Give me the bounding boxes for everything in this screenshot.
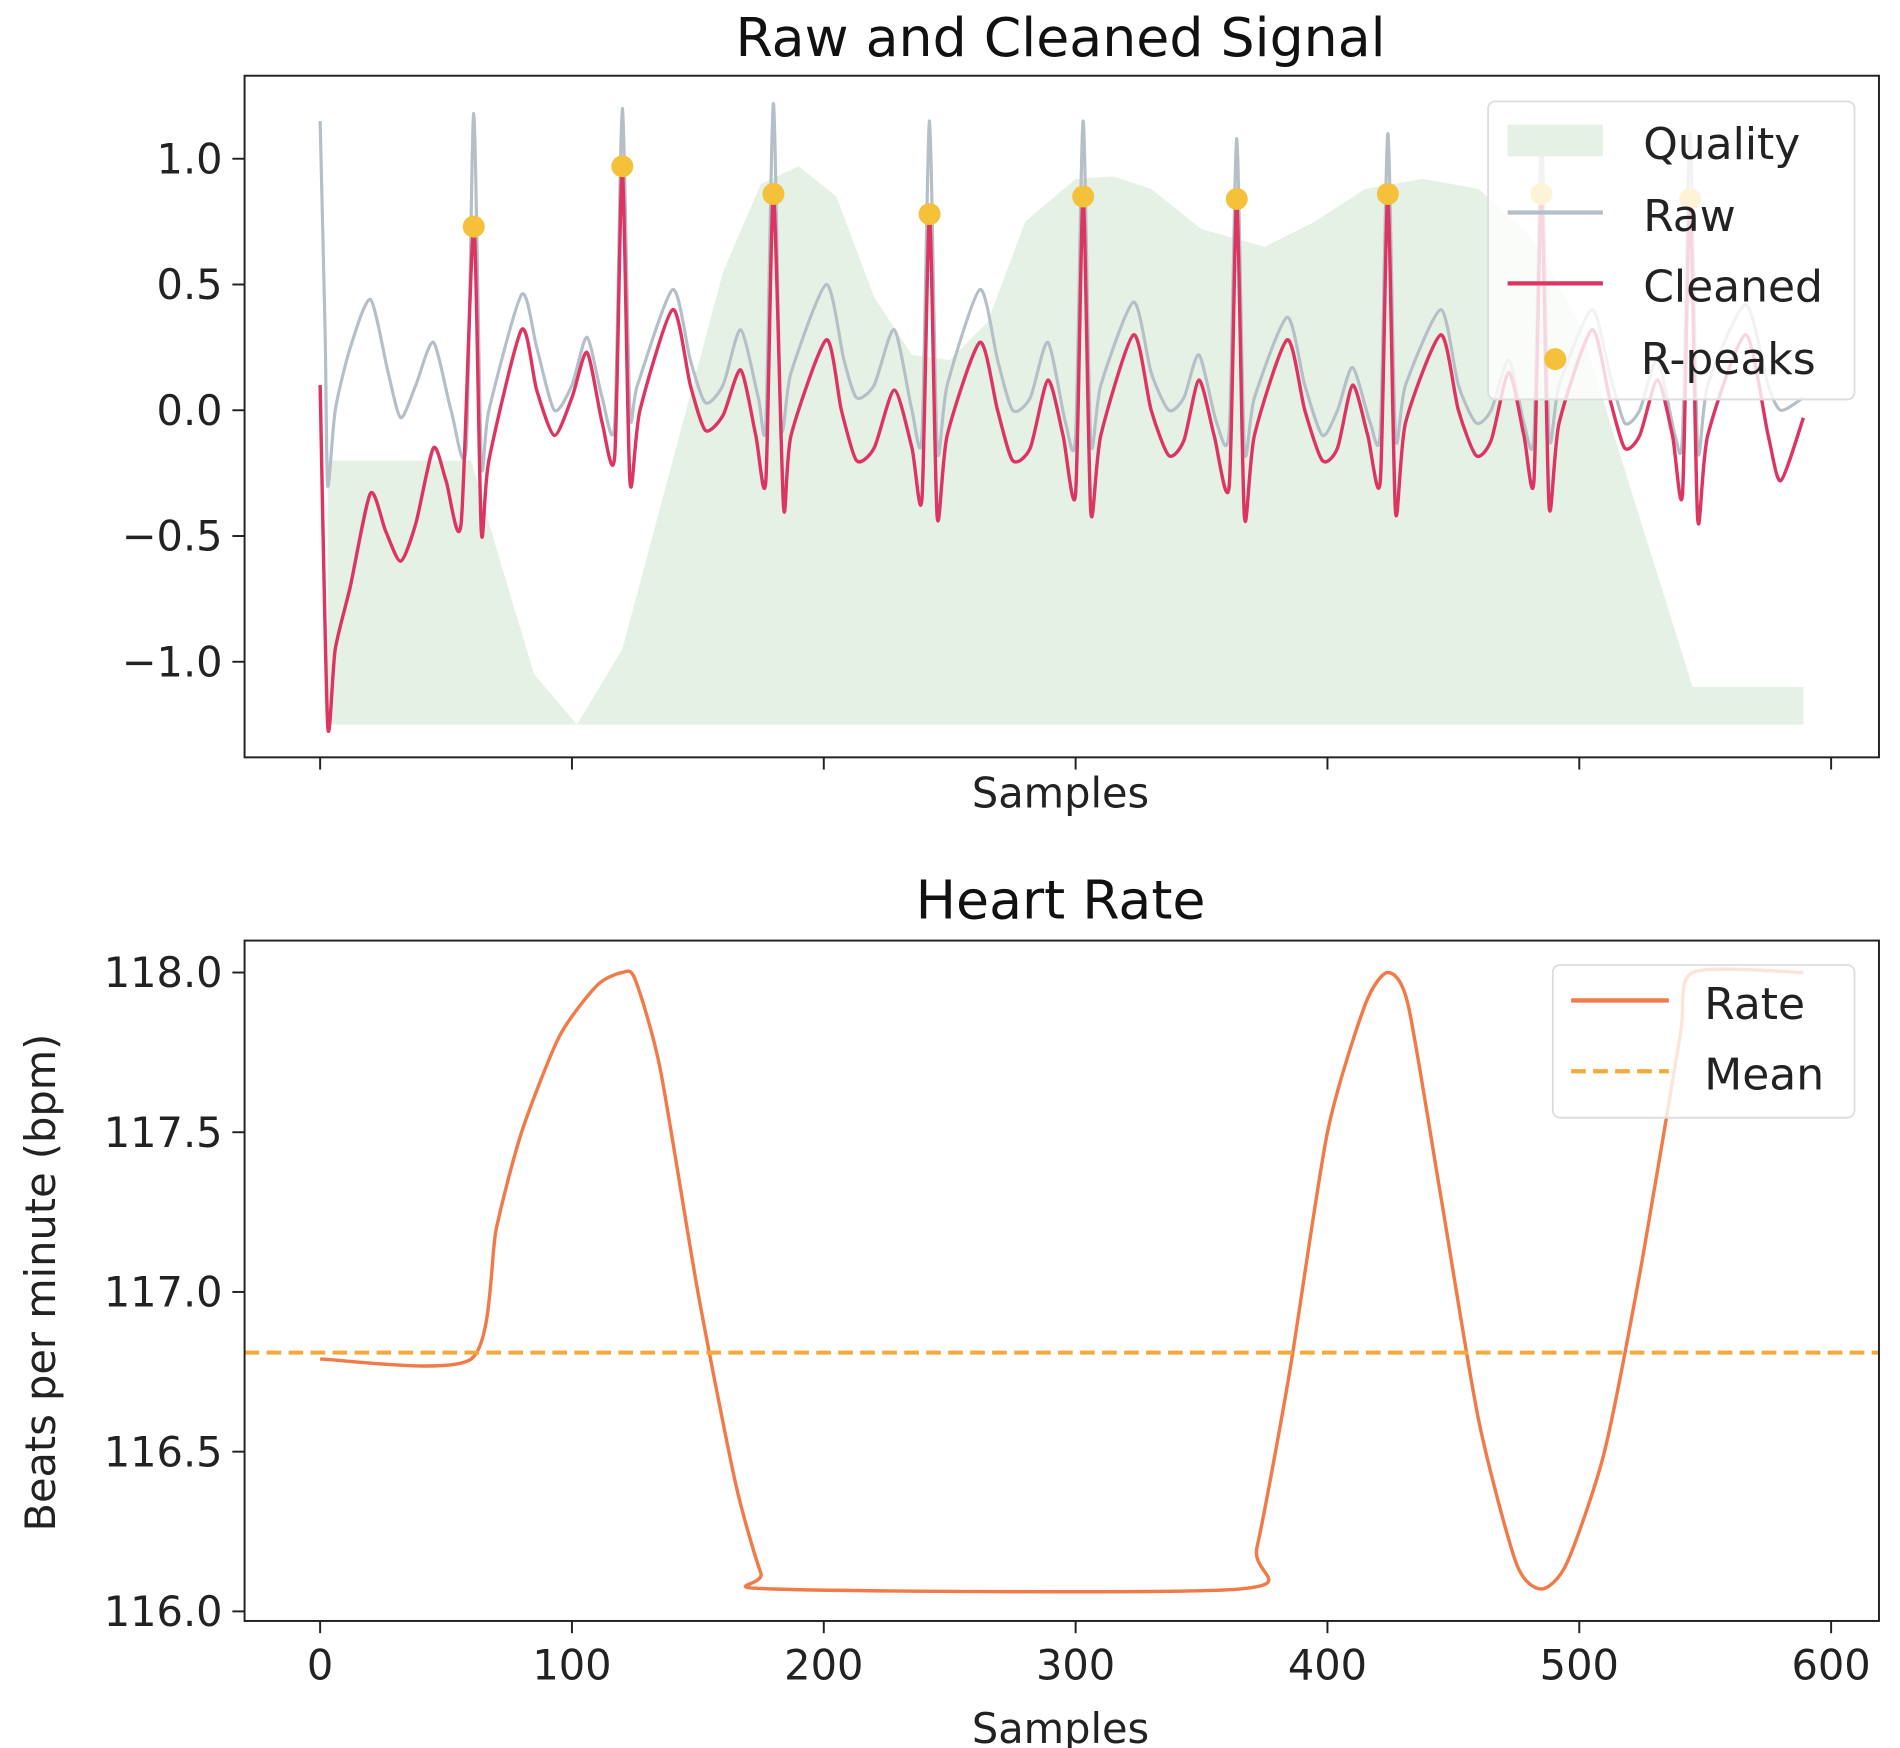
r-peak-marker (1376, 182, 1399, 205)
heart-rate-plot-area (244, 967, 1879, 1594)
heart-rate-y-label: Beats per minute (bpm) (16, 1034, 65, 1532)
heart-rate-axes-frame (243, 939, 1880, 1622)
heart-rate-y-tick-label: 117.0 (104, 1268, 223, 1317)
heart-rate-x-label: Samples (972, 1704, 1149, 1748)
heart-rate-y-tick-label: 116.0 (104, 1587, 223, 1636)
r-peak-marker (1225, 187, 1248, 210)
heart-rate-y-tick-label: 117.5 (104, 1108, 223, 1157)
heart-rate-x-tick-label: 600 (1791, 1641, 1870, 1690)
signal-axes: 1.0 0.5 0.0 −0.5 −1.0 (122, 134, 1833, 770)
heart-rate-y-tick-label: 118.0 (104, 948, 223, 997)
r-peak-marker (462, 215, 485, 238)
legend-label-raw: Raw (1643, 191, 1736, 242)
signal-y-tick-label: −0.5 (122, 512, 223, 561)
legend-label-rate: Rate (1704, 979, 1805, 1030)
heart-rate-axes: 0 100 200 300 400 500 600 118.0 117.5 117.0 116.5 1… (104, 948, 1871, 1689)
heart-rate-y-tick-label: 116.5 (104, 1427, 223, 1476)
signal-x-label: Samples (972, 768, 1149, 817)
legend-swatch-quality (1507, 124, 1603, 157)
signal-y-tick-label: −1.0 (122, 637, 223, 686)
r-peak-marker (918, 203, 941, 226)
legend-label-quality: Quality (1643, 119, 1800, 170)
signal-chart-title: Raw and Cleaned Signal (736, 6, 1386, 69)
heart-rate-legend: Rate Mean (1551, 964, 1856, 1119)
heart-rate-x-tick-label: 500 (1540, 1641, 1619, 1690)
heart-rate-x-tick-label: 400 (1288, 1641, 1367, 1690)
signal-y-tick-label: 0.0 (157, 386, 223, 435)
signal-y-tick-label: 1.0 (157, 134, 223, 183)
heart-rate-line (320, 967, 1804, 1594)
heart-rate-x-tick-label: 0 (307, 1641, 333, 1690)
heart-rate-chart: Heart Rate 0 100 200 300 400 500 600 118.0 117.5… (16, 869, 1880, 1748)
signal-legend: Quality Raw Cleaned R-peaks (1487, 100, 1856, 401)
signal-chart: Raw and Cleaned Signal 1.0 0.5 0.0 −0.5 −1.0… (122, 6, 1880, 817)
r-peak-marker (762, 182, 785, 205)
legend-label-r-peaks: R-peaks (1641, 334, 1816, 385)
heart-rate-x-tick-label: 100 (532, 1641, 611, 1690)
legend-swatch-r-peaks (1544, 348, 1567, 371)
heart-rate-x-tick-label: 300 (1036, 1641, 1115, 1690)
heart-rate-chart-title: Heart Rate (916, 869, 1206, 932)
signal-y-tick-label: 0.5 (157, 260, 223, 309)
heart-rate-legend-box (1551, 964, 1856, 1119)
heart-rate-x-tick-label: 200 (784, 1641, 863, 1690)
r-peak-marker (1072, 185, 1095, 208)
signal-legend-box (1487, 100, 1856, 401)
legend-label-mean: Mean (1704, 1050, 1824, 1101)
signal-axes-frame (243, 74, 1880, 759)
legend-label-cleaned: Cleaned (1643, 262, 1823, 313)
r-peak-marker (611, 155, 634, 178)
